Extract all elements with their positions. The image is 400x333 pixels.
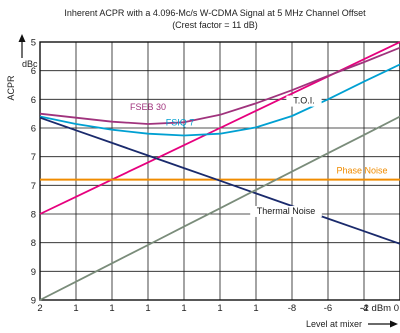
x-tick-label: -8 [288, 303, 296, 314]
x-tick-label: 1 [73, 303, 78, 314]
x-tick-label: -6 [324, 303, 332, 314]
x-tick-label: 1 [253, 303, 258, 314]
series-line-fsiq-7 [39, 63, 400, 137]
series-label-thermal-noise: Thermal Noise [257, 206, 316, 216]
series-layer [39, 41, 400, 301]
x-tick-label: -2 dBm 0 [360, 303, 399, 314]
y-tick-label: 8 [31, 210, 36, 221]
series-line-series-5 [39, 115, 400, 301]
series-label-phase-noise: Phase Noise [336, 166, 387, 176]
series-label-fseb-30: FSEB 30 [130, 102, 166, 112]
y-axis-title: ACPR [6, 75, 16, 101]
series-label-background [286, 95, 322, 107]
x-axis-arrow-head [390, 320, 398, 328]
x-tick-label: 1 [109, 303, 114, 314]
chart-title: Inherent ACPR with a 4.096-Mc/s W-CDMA S… [64, 8, 366, 18]
series-label-background [250, 205, 322, 217]
series-line-thermal-noise [39, 116, 400, 245]
y-tick-label: 5 [31, 38, 36, 49]
y-tick-label: 6 [31, 95, 36, 106]
y-tick-label: 9 [31, 267, 36, 278]
y-axis-unit: dBc [22, 59, 38, 69]
series-label-fsiq-7: FSIQ 7 [166, 117, 195, 127]
y-tick-label: 8 [31, 238, 36, 249]
x-tick-label: -4 [360, 303, 368, 314]
y-tick-label: 6 [31, 66, 36, 77]
y-axis-arrow-head [18, 34, 26, 42]
x-tick-label: 1 [217, 303, 222, 314]
plot-frame [39, 41, 400, 301]
x-tick-label: 1 [145, 303, 150, 314]
series-label-t-o-i: T.O.I. [293, 96, 315, 106]
y-tick-label: 9 [31, 296, 36, 307]
x-axis-title: Level at mixer [306, 319, 362, 329]
y-tick-label: 7 [31, 152, 36, 163]
y-tick-label: 7 [31, 181, 36, 192]
x-tick-label: 1 [181, 303, 186, 314]
chart-subtitle: (Crest factor = 11 dB) [172, 20, 258, 30]
axis-arrows [18, 34, 398, 328]
y-tick-label: 6 [31, 124, 36, 135]
x-tick-label: 2 [37, 303, 42, 314]
series-line-fseb-30 [39, 46, 400, 125]
